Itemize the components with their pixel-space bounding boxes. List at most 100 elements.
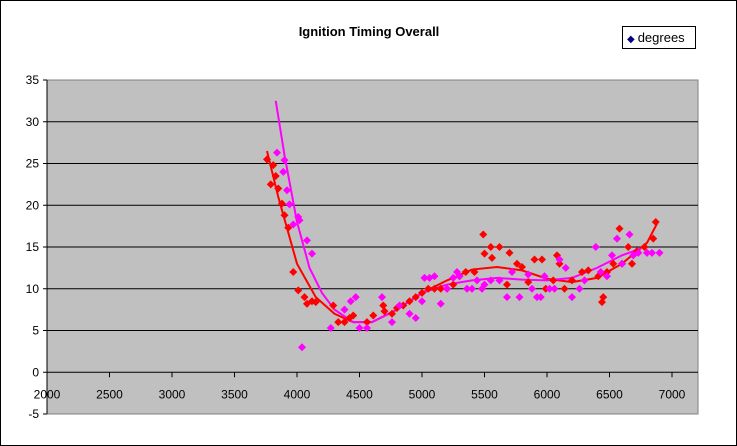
data-point xyxy=(568,276,576,285)
data-point xyxy=(524,278,533,287)
data-point xyxy=(443,284,451,293)
data-point xyxy=(515,293,524,302)
data-point xyxy=(283,186,291,195)
data-point xyxy=(285,200,294,209)
data-point xyxy=(550,284,559,293)
data-point xyxy=(480,249,489,258)
data-point xyxy=(449,280,458,289)
y-tick-label: 0 xyxy=(32,365,39,379)
data-point xyxy=(591,243,600,251)
x-tick-label: 6000 xyxy=(534,387,561,401)
data-point xyxy=(505,248,514,257)
data-point xyxy=(536,293,545,302)
data-point xyxy=(596,268,605,277)
data-point xyxy=(294,286,303,295)
data-point xyxy=(363,323,371,332)
data-point xyxy=(369,311,378,320)
data-point xyxy=(480,280,489,289)
y-tick-label: -5 xyxy=(28,407,39,421)
data-point xyxy=(461,268,470,277)
data-point xyxy=(436,299,445,308)
chart-title: Ignition Timing Overall xyxy=(299,24,440,39)
data-point xyxy=(468,284,476,293)
data-point xyxy=(420,273,429,282)
x-tick-label: 7000 xyxy=(659,387,686,401)
data-point xyxy=(279,167,288,176)
data-point xyxy=(334,318,343,327)
data-point xyxy=(628,259,636,268)
data-point xyxy=(280,156,289,165)
data-point xyxy=(463,284,471,293)
data-point xyxy=(545,284,554,293)
data-point xyxy=(486,243,495,251)
data-point xyxy=(303,236,311,245)
data-point xyxy=(340,318,349,327)
data-point xyxy=(609,259,618,268)
data-point xyxy=(295,216,304,225)
data-point xyxy=(578,268,586,277)
data-point xyxy=(615,224,624,233)
x-tick-label: 5000 xyxy=(409,387,436,401)
y-tick-label: 35 xyxy=(26,73,40,87)
x-tick-label: 3000 xyxy=(159,387,186,401)
data-point xyxy=(488,253,496,262)
data-point xyxy=(351,293,360,302)
data-point xyxy=(561,263,570,272)
x-tick-label: 6500 xyxy=(596,387,623,401)
data-point xyxy=(430,272,439,281)
data-point xyxy=(503,293,511,302)
data-point xyxy=(284,223,293,232)
data-point xyxy=(575,284,584,293)
data-point xyxy=(479,230,488,239)
data-point xyxy=(280,211,289,220)
data-point xyxy=(289,220,298,229)
data-point xyxy=(584,266,593,275)
data-point xyxy=(518,263,526,272)
data-point xyxy=(625,230,634,239)
y-tick-label: 5 xyxy=(32,324,39,338)
data-point xyxy=(300,293,309,302)
data-point xyxy=(273,148,281,157)
data-point xyxy=(436,284,445,293)
data-point xyxy=(380,307,389,316)
data-point xyxy=(298,343,306,352)
data-point xyxy=(503,280,511,289)
data-point xyxy=(274,184,283,193)
data-point xyxy=(266,180,275,189)
data-point xyxy=(651,217,660,226)
x-tick-label: 2000 xyxy=(34,387,61,401)
data-point xyxy=(640,243,649,251)
data-point xyxy=(608,251,616,260)
data-point xyxy=(618,259,626,268)
data-point xyxy=(379,301,388,310)
data-point xyxy=(634,248,643,257)
data-point xyxy=(624,243,633,251)
x-tick-label: 3500 xyxy=(221,387,248,401)
data-point xyxy=(524,270,533,279)
data-point xyxy=(530,255,539,264)
data-point xyxy=(495,276,504,285)
data-point xyxy=(430,284,439,293)
data-point xyxy=(549,276,558,285)
data-point xyxy=(560,284,569,293)
y-tick-label: 10 xyxy=(26,282,40,296)
legend: ◆ degrees xyxy=(622,26,696,49)
data-point xyxy=(289,268,298,277)
data-point xyxy=(349,311,358,320)
x-tick-label: 5500 xyxy=(471,387,498,401)
data-point xyxy=(388,318,396,327)
data-point xyxy=(388,309,396,318)
data-point xyxy=(278,199,286,208)
data-point xyxy=(603,268,611,277)
y-tick-label: 25 xyxy=(26,157,40,171)
y-tick-label: 15 xyxy=(26,240,40,254)
data-point xyxy=(528,284,536,293)
data-point xyxy=(269,161,278,170)
data-point xyxy=(311,298,320,307)
data-point xyxy=(405,309,414,318)
data-point xyxy=(346,297,355,306)
data-point xyxy=(263,155,271,164)
data-point xyxy=(411,313,420,322)
data-point xyxy=(495,243,504,251)
